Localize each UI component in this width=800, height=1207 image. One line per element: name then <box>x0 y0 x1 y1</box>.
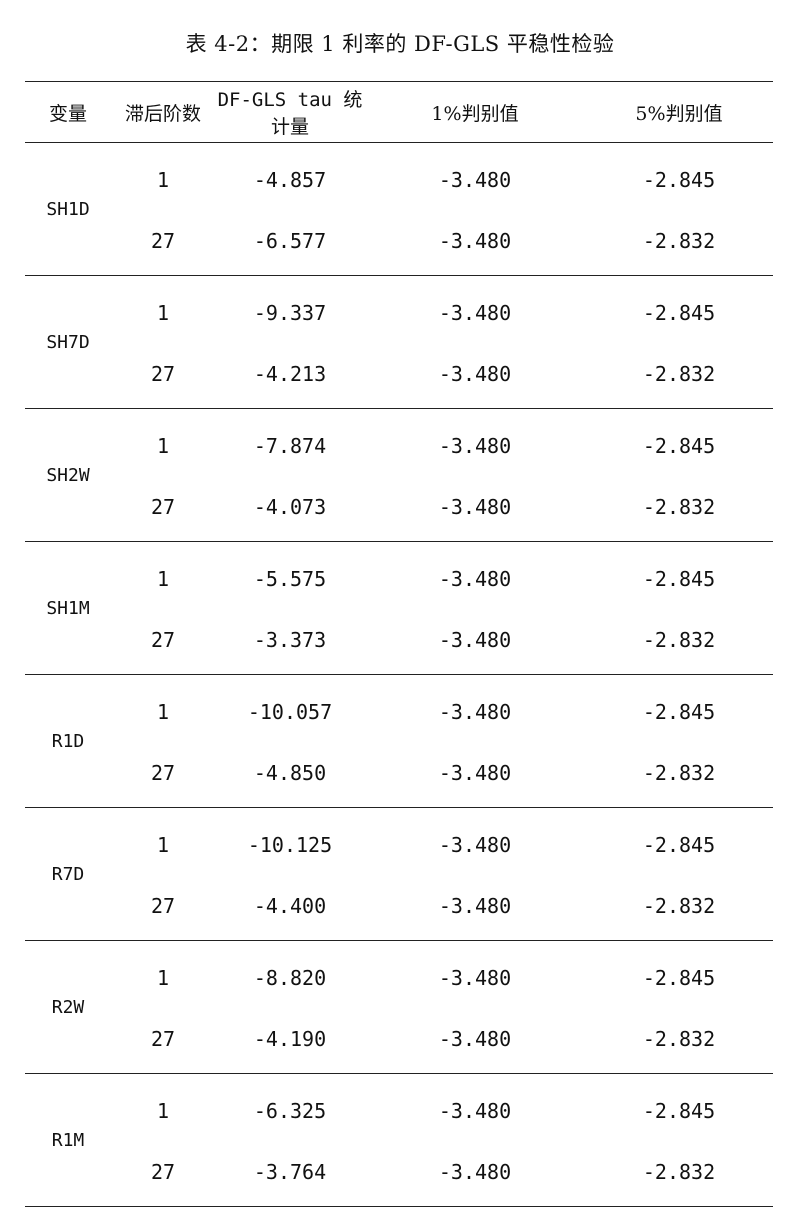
table-row: SH2W 1 -7.874 -3.480 -2.845 <box>25 408 773 542</box>
table-row: 27 -4.073 -3.480 -2.832 <box>25 476 773 542</box>
tau-cell: -4.190 <box>215 1008 365 1074</box>
tau-cell: -3.764 <box>215 1141 365 1207</box>
crit-1pct-cell: -3.480 <box>438 433 512 458</box>
variable-cell: SH1D <box>25 142 111 276</box>
table-row: R1D 1 -10.057 -3.480 -2.845 <box>25 674 773 808</box>
header-crit-1pct: 1%判别值 <box>365 81 585 143</box>
crit-1pct-cell: -3.480 <box>438 167 512 192</box>
lag-cell: 1 <box>156 566 170 591</box>
lag-cell: 1 <box>156 167 170 192</box>
crit-1pct-cell: -3.480 <box>365 609 585 675</box>
tau-cell: -10.057 <box>247 699 333 724</box>
tau-cell: -8.820 <box>253 965 327 990</box>
lag-cell: 1 <box>156 1098 170 1123</box>
dfgls-table: 变量 滞后阶数 DF-GLS tau 统计量 1%判别值 5%判别值 SH1D 1… <box>25 81 773 1207</box>
table-row: SH1M 1 -5.575 -3.480 -2.845 <box>25 541 773 675</box>
tau-cell: -4.400 <box>215 875 365 941</box>
header-variable: 变量 <box>25 81 111 143</box>
variable-cell: SH1M <box>25 541 111 675</box>
crit-5pct-cell: -2.845 <box>642 566 716 591</box>
crit-5pct-cell: -2.832 <box>585 1008 773 1074</box>
table-row: 27 -6.577 -3.480 -2.832 <box>25 210 773 276</box>
variable-cell: R7D <box>25 807 111 941</box>
table-row: 27 -4.190 -3.480 -2.832 <box>25 1008 773 1074</box>
crit-5pct-cell: -2.832 <box>585 210 773 276</box>
crit-1pct-cell: -3.480 <box>438 965 512 990</box>
tau-cell: -6.325 <box>253 1098 327 1123</box>
crit-5pct-cell: -2.832 <box>585 609 773 675</box>
variable-cell: SH7D <box>25 275 111 409</box>
variable-cell: R1D <box>25 674 111 808</box>
tau-cell: -10.125 <box>247 832 333 857</box>
crit-5pct-cell: -2.845 <box>642 300 716 325</box>
crit-1pct-cell: -3.480 <box>438 832 512 857</box>
crit-1pct-cell: -3.480 <box>365 742 585 808</box>
lag-cell: 1 <box>156 832 170 857</box>
table-title: 表 4-2：期限 1 利率的 DF-GLS 平稳性检验 <box>185 32 615 56</box>
crit-1pct-cell: -3.480 <box>438 699 512 724</box>
table-body: SH1D 1 -4.857 -3.480 -2.845 27 -6.577 -3.480 -2.… <box>25 142 773 1207</box>
crit-1pct-cell: -3.480 <box>438 566 512 591</box>
tau-cell: -4.213 <box>215 343 365 409</box>
lag-cell: 27 <box>111 1008 215 1074</box>
crit-5pct-cell: -2.845 <box>642 433 716 458</box>
table-row: R7D 1 -10.125 -3.480 -2.845 <box>25 807 773 941</box>
lag-cell: 27 <box>111 1141 215 1207</box>
lag-cell: 1 <box>156 300 170 325</box>
crit-5pct-cell: -2.845 <box>642 965 716 990</box>
lag-cell: 27 <box>111 343 215 409</box>
header-row: 变量 滞后阶数 DF-GLS tau 统计量 1%判别值 5%判别值 <box>25 81 773 143</box>
crit-5pct-cell: -2.832 <box>585 742 773 808</box>
lag-cell: 27 <box>111 210 215 276</box>
crit-5pct-cell: -2.832 <box>585 1141 773 1207</box>
header-lag: 滞后阶数 <box>111 81 215 143</box>
crit-1pct-cell: -3.480 <box>438 300 512 325</box>
tau-cell: -4.073 <box>215 476 365 542</box>
crit-5pct-cell: -2.845 <box>642 699 716 724</box>
table-row: 27 -4.400 -3.480 -2.832 <box>25 875 773 941</box>
crit-1pct-cell: -3.480 <box>365 476 585 542</box>
crit-1pct-cell: -3.480 <box>365 210 585 276</box>
crit-1pct-cell: -3.480 <box>438 1098 512 1123</box>
lag-cell: 1 <box>156 433 170 458</box>
table-row: 27 -4.850 -3.480 -2.832 <box>25 742 773 808</box>
crit-1pct-cell: -3.480 <box>365 1008 585 1074</box>
tau-cell: -6.577 <box>215 210 365 276</box>
crit-1pct-cell: -3.480 <box>365 1141 585 1207</box>
crit-5pct-cell: -2.832 <box>585 476 773 542</box>
crit-1pct-cell: -3.480 <box>365 343 585 409</box>
table-row: R1M 1 -6.325 -3.480 -2.845 <box>25 1073 773 1207</box>
table-row: R2W 1 -8.820 -3.480 -2.845 <box>25 940 773 1074</box>
tau-cell: -4.857 <box>253 167 327 192</box>
crit-5pct-cell: -2.845 <box>642 832 716 857</box>
crit-5pct-cell: -2.845 <box>642 1098 716 1123</box>
tau-cell: -7.874 <box>253 433 327 458</box>
header-tau: DF-GLS tau 统计量 <box>215 81 365 143</box>
tau-cell: -5.575 <box>253 566 327 591</box>
table-row: SH7D 1 -9.337 -3.480 -2.845 <box>25 275 773 409</box>
table-row: SH1D 1 -4.857 -3.480 -2.845 <box>25 142 773 276</box>
lag-cell: 27 <box>111 476 215 542</box>
table-row: 27 -3.373 -3.480 -2.832 <box>25 609 773 675</box>
tau-cell: -4.850 <box>215 742 365 808</box>
crit-5pct-cell: -2.845 <box>642 167 716 192</box>
lag-cell: 1 <box>156 965 170 990</box>
lag-cell: 1 <box>156 699 170 724</box>
lag-cell: 27 <box>111 875 215 941</box>
header-crit-5pct: 5%判别值 <box>585 81 773 143</box>
crit-5pct-cell: -2.832 <box>585 343 773 409</box>
tau-cell: -9.337 <box>253 300 327 325</box>
lag-cell: 27 <box>111 742 215 808</box>
variable-cell: SH2W <box>25 408 111 542</box>
variable-cell: R2W <box>25 940 111 1074</box>
crit-5pct-cell: -2.832 <box>585 875 773 941</box>
crit-1pct-cell: -3.480 <box>365 875 585 941</box>
variable-cell: R1M <box>25 1073 111 1207</box>
table-header: 变量 滞后阶数 DF-GLS tau 统计量 1%判别值 5%判别值 <box>25 81 773 143</box>
table-row: 27 -3.764 -3.480 -2.832 <box>25 1141 773 1207</box>
table-row: 27 -4.213 -3.480 -2.832 <box>25 343 773 409</box>
tau-cell: -3.373 <box>215 609 365 675</box>
lag-cell: 27 <box>111 609 215 675</box>
